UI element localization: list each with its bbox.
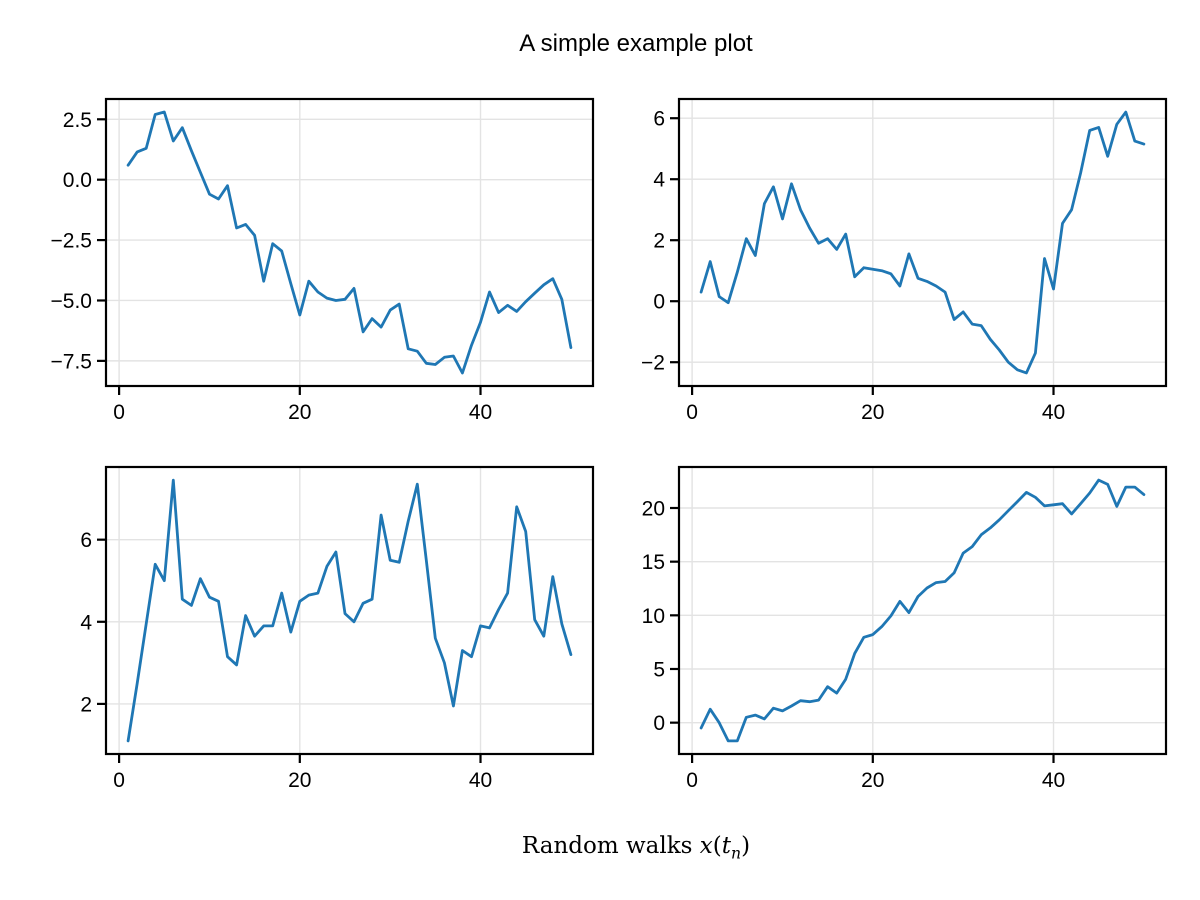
y-tick-label: 0 — [653, 712, 665, 735]
axes-frame — [677, 97, 1168, 388]
x-tick-label: 20 — [861, 769, 884, 792]
series-line — [126, 110, 573, 375]
axes-top-left: 0 20 40 2.5 0.0 −2.5 −5.0 −7.5 — [51, 97, 595, 424]
y-tick-label: −2 — [641, 352, 665, 375]
subplot-bottom-right: 0 20 40 20 15 10 5 0 — [642, 465, 1168, 792]
subplot-top-left: 0 20 40 2.5 0.0 −2.5 −5.0 −7.5 — [51, 97, 595, 424]
axes-frame — [104, 465, 595, 756]
y-tick-label: 10 — [642, 605, 665, 628]
x-tick-label: 0 — [113, 769, 125, 792]
xlabel-prefix: Random walks — [521, 833, 700, 859]
y-tick-label: 20 — [642, 498, 665, 521]
y-tick-label: 4 — [653, 169, 665, 192]
y-tick-label: 2.5 — [63, 109, 92, 132]
x-tick-label: 40 — [1042, 769, 1065, 792]
y-tick-label: 0 — [653, 291, 665, 314]
figure-title: A simple example plot — [519, 30, 753, 57]
axes-frame — [677, 465, 1168, 756]
x-tick-label: 0 — [686, 769, 698, 792]
x-tick-label: 40 — [469, 401, 492, 424]
axes-bottom-right: 0 20 40 20 15 10 5 0 — [642, 465, 1168, 792]
axes-frame — [104, 97, 595, 388]
x-tick-label: 0 — [686, 401, 698, 424]
y-tick-label: −5.0 — [51, 290, 92, 313]
y-tick-label: 6 — [80, 529, 92, 552]
y-tick-label: 6 — [653, 108, 665, 131]
x-tick-label: 20 — [288, 769, 311, 792]
axes-bottom-left: 0 20 40 6 4 2 — [80, 465, 595, 792]
y-tick-label: 0.0 — [63, 169, 92, 192]
subplot-bottom-left: 0 20 40 6 4 2 — [80, 465, 595, 792]
xlabel-paren-open: ( — [712, 833, 722, 859]
xlabel-paren-close: ) — [741, 833, 751, 859]
x-tick-label: 40 — [469, 769, 492, 792]
series-line — [126, 478, 573, 743]
xlabel-math-t: t — [721, 833, 732, 859]
x-axis-label: Random walks x(tn) — [106, 833, 1166, 863]
y-tick-label: 15 — [642, 551, 665, 574]
series-line — [699, 478, 1146, 743]
x-tick-label: 20 — [861, 401, 884, 424]
x-tick-label: 40 — [1042, 401, 1065, 424]
series-line — [699, 110, 1146, 375]
x-tick-label: 20 — [288, 401, 311, 424]
xlabel-subscript: n — [731, 843, 742, 863]
y-tick-label: 2 — [80, 693, 92, 716]
y-tick-label: 2 — [653, 230, 665, 253]
x-tick-label: 0 — [113, 401, 125, 424]
y-tick-label: 5 — [653, 658, 665, 681]
y-tick-label: 4 — [80, 611, 92, 634]
subplot-top-right: 0 20 40 6 4 2 0 −2 — [641, 97, 1168, 424]
xlabel-math-x: x — [699, 833, 713, 859]
y-tick-label: −7.5 — [51, 350, 92, 373]
y-tick-label: −2.5 — [51, 230, 92, 253]
